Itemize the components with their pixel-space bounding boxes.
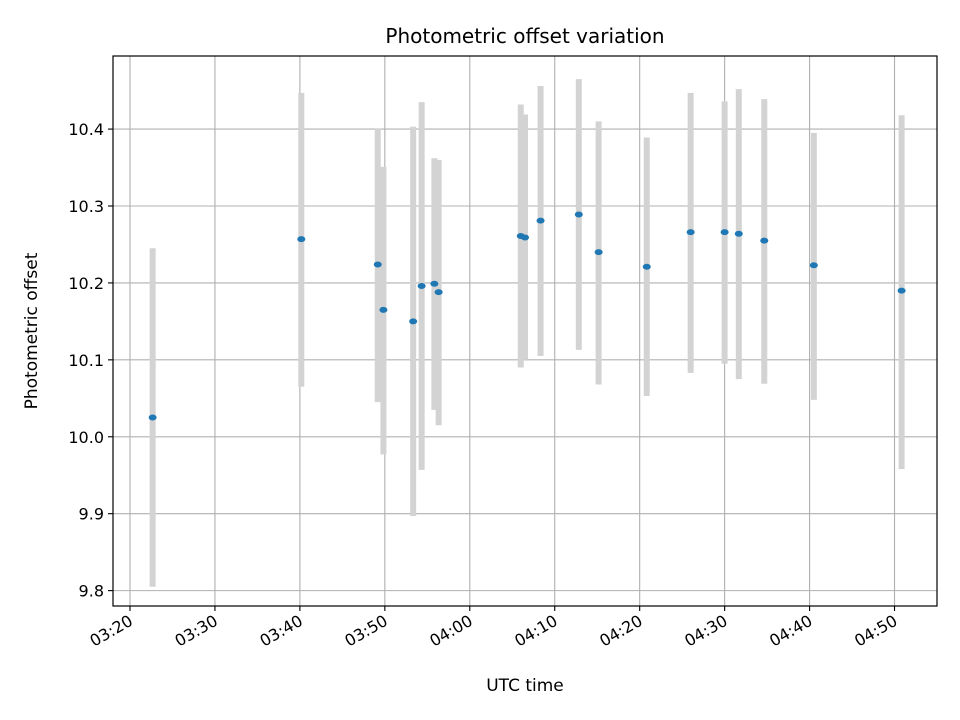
data-point bbox=[594, 249, 603, 256]
data-point bbox=[574, 211, 583, 218]
y-tick-label: 10.4 bbox=[68, 120, 104, 139]
data-point bbox=[373, 261, 382, 268]
y-axis-ticks: 9.8 9.9 10.0 10.1 10.2 10.3 10.4 bbox=[68, 120, 113, 601]
y-tick-label: 9.8 bbox=[79, 582, 104, 601]
data-point bbox=[430, 280, 439, 287]
data-point bbox=[734, 230, 743, 237]
y-tick-label: 10.0 bbox=[68, 428, 104, 447]
y-tick-label: 9.9 bbox=[79, 505, 104, 524]
data-point bbox=[720, 229, 729, 236]
data-point bbox=[297, 236, 306, 243]
data-point bbox=[409, 318, 418, 325]
data-point bbox=[897, 287, 906, 294]
data-point bbox=[521, 234, 529, 241]
chart-title: Photometric offset variation bbox=[385, 24, 664, 48]
data-points bbox=[148, 211, 906, 421]
y-tick-label: 10.3 bbox=[68, 197, 104, 216]
y-axis-label: Photometric offset bbox=[22, 252, 42, 409]
data-point bbox=[760, 237, 769, 244]
data-point bbox=[148, 414, 157, 421]
x-axis-label: UTC time bbox=[486, 676, 564, 696]
data-point bbox=[417, 283, 426, 289]
data-point bbox=[809, 262, 818, 269]
data-point bbox=[686, 229, 695, 236]
data-point bbox=[536, 217, 545, 224]
y-tick-label: 10.1 bbox=[68, 351, 104, 370]
plot-frame bbox=[112, 55, 938, 607]
y-tick-label: 10.2 bbox=[68, 274, 104, 293]
data-point bbox=[434, 289, 443, 296]
data-point bbox=[379, 306, 388, 313]
data-point bbox=[642, 263, 651, 270]
